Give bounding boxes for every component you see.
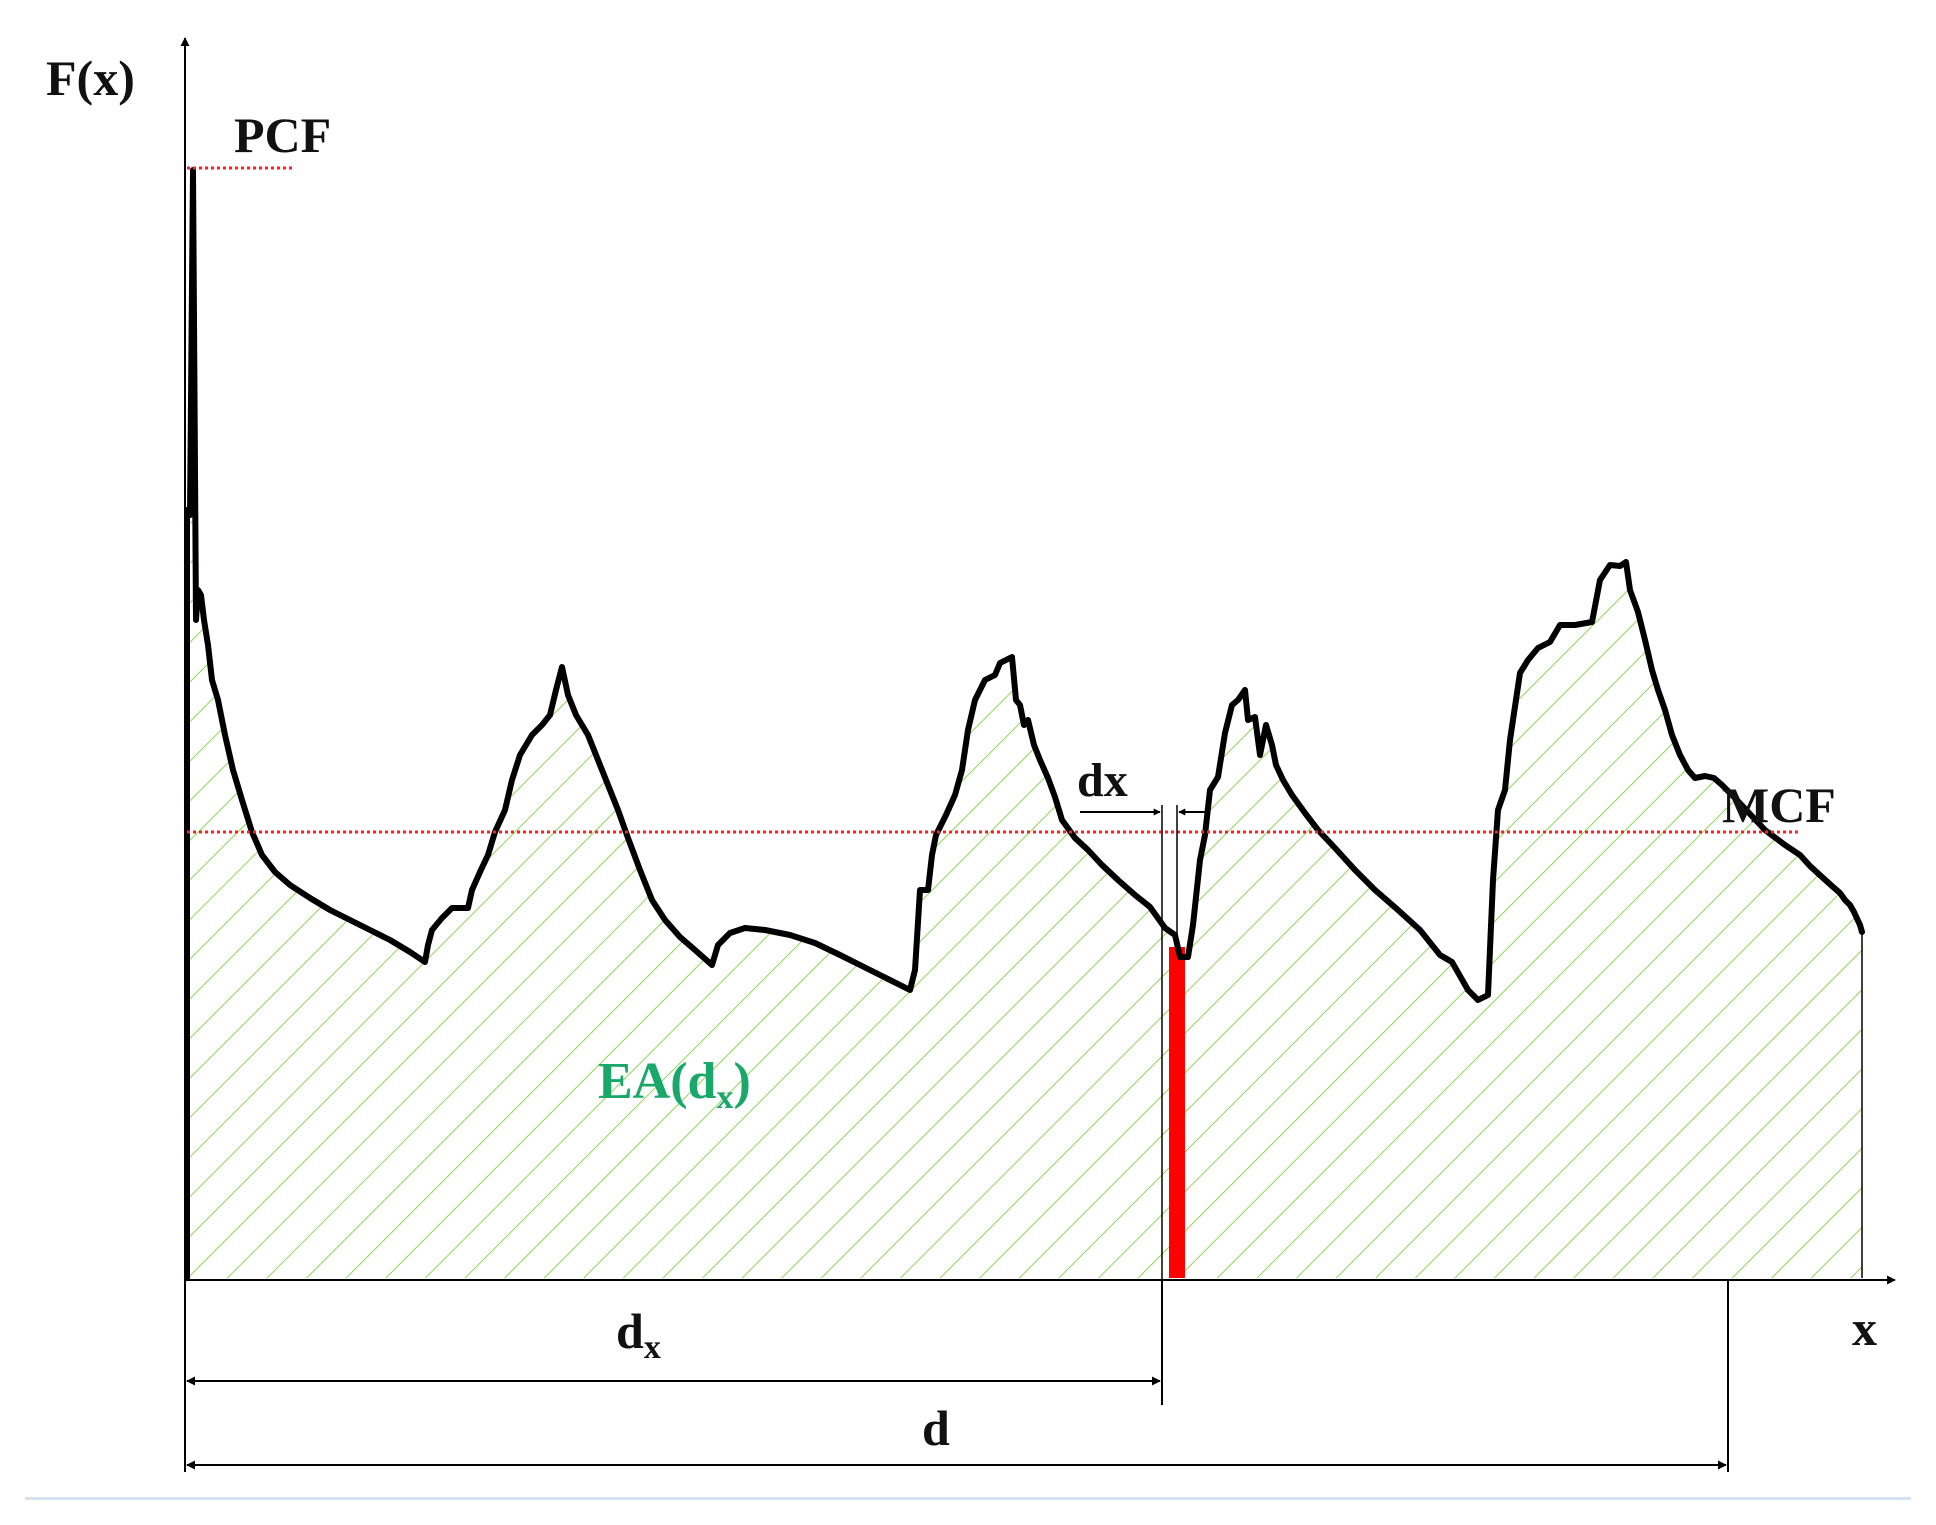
mcf-label: MCF bbox=[1722, 777, 1836, 833]
dx-dimension-label: dx bbox=[616, 1303, 661, 1366]
footer-divider bbox=[25, 1497, 1911, 1500]
dx-label: dx bbox=[1077, 754, 1128, 807]
pcf-label: PCF bbox=[234, 107, 331, 163]
dx-dimension-main: d bbox=[616, 1303, 644, 1359]
energy-absorption-subscript: x bbox=[716, 1079, 733, 1116]
y-axis-label: F(x) bbox=[46, 50, 135, 106]
energy-absorption-main: EA(d bbox=[598, 1053, 717, 1110]
energy-absorption-area bbox=[187, 170, 1862, 1278]
d-dimension-label: d bbox=[922, 1400, 950, 1456]
increment-strip bbox=[1169, 947, 1185, 1278]
force-displacement-curve bbox=[184, 167, 1865, 1281]
dx-dimension-subscript: x bbox=[644, 1329, 661, 1366]
energy-absorption-label: EA(dx) bbox=[598, 1053, 751, 1116]
x-axis-label: x bbox=[1852, 1300, 1877, 1356]
energy-absorption-close: ) bbox=[733, 1053, 750, 1110]
